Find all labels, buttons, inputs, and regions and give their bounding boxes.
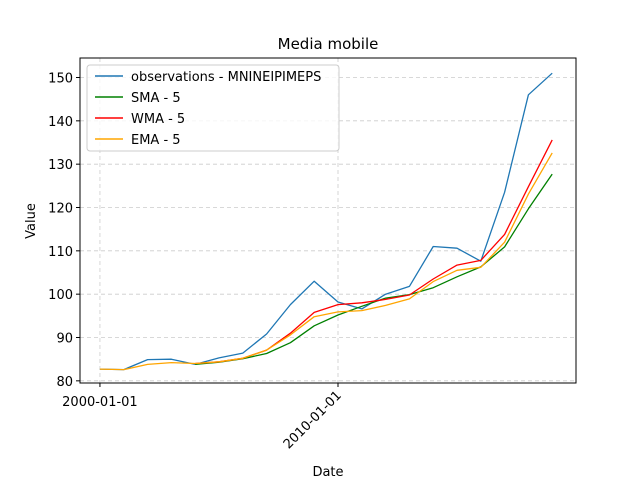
y-tick-label: 140 bbox=[48, 115, 73, 130]
ema-line bbox=[99, 152, 553, 371]
legend-label-wma: WMA - 5 bbox=[131, 112, 185, 127]
legend-label-ema: EMA - 5 bbox=[131, 133, 181, 148]
observations-line bbox=[99, 72, 553, 371]
y-tick-label: 120 bbox=[48, 202, 73, 217]
y-axis-title: Value bbox=[24, 203, 39, 239]
x-tick-label: 2000-01-01 bbox=[62, 395, 138, 410]
series-lines bbox=[99, 72, 553, 371]
y-tick-label: 110 bbox=[48, 245, 73, 260]
legend: observations - MNINEIPIMEPS SMA - 5 WMA … bbox=[86, 64, 340, 152]
y-axis: 80 90 100 110 120 130 140 150 bbox=[48, 72, 80, 390]
legend-box bbox=[86, 64, 340, 152]
y-tick-label: 130 bbox=[48, 158, 73, 173]
grid-lines bbox=[80, 58, 576, 383]
sma-line bbox=[195, 173, 553, 366]
y-tick-label: 80 bbox=[56, 375, 73, 390]
y-tick-label: 100 bbox=[48, 288, 73, 303]
x-axis-title: Date bbox=[312, 465, 343, 480]
plot-frame bbox=[79, 57, 577, 384]
y-tick-label: 90 bbox=[56, 332, 73, 347]
y-tick-label: 150 bbox=[48, 72, 73, 87]
legend-label-observations: observations - MNINEIPIMEPS bbox=[131, 70, 321, 85]
legend-label-sma: SMA - 5 bbox=[131, 91, 181, 106]
chart-title: Media mobile bbox=[278, 35, 379, 53]
